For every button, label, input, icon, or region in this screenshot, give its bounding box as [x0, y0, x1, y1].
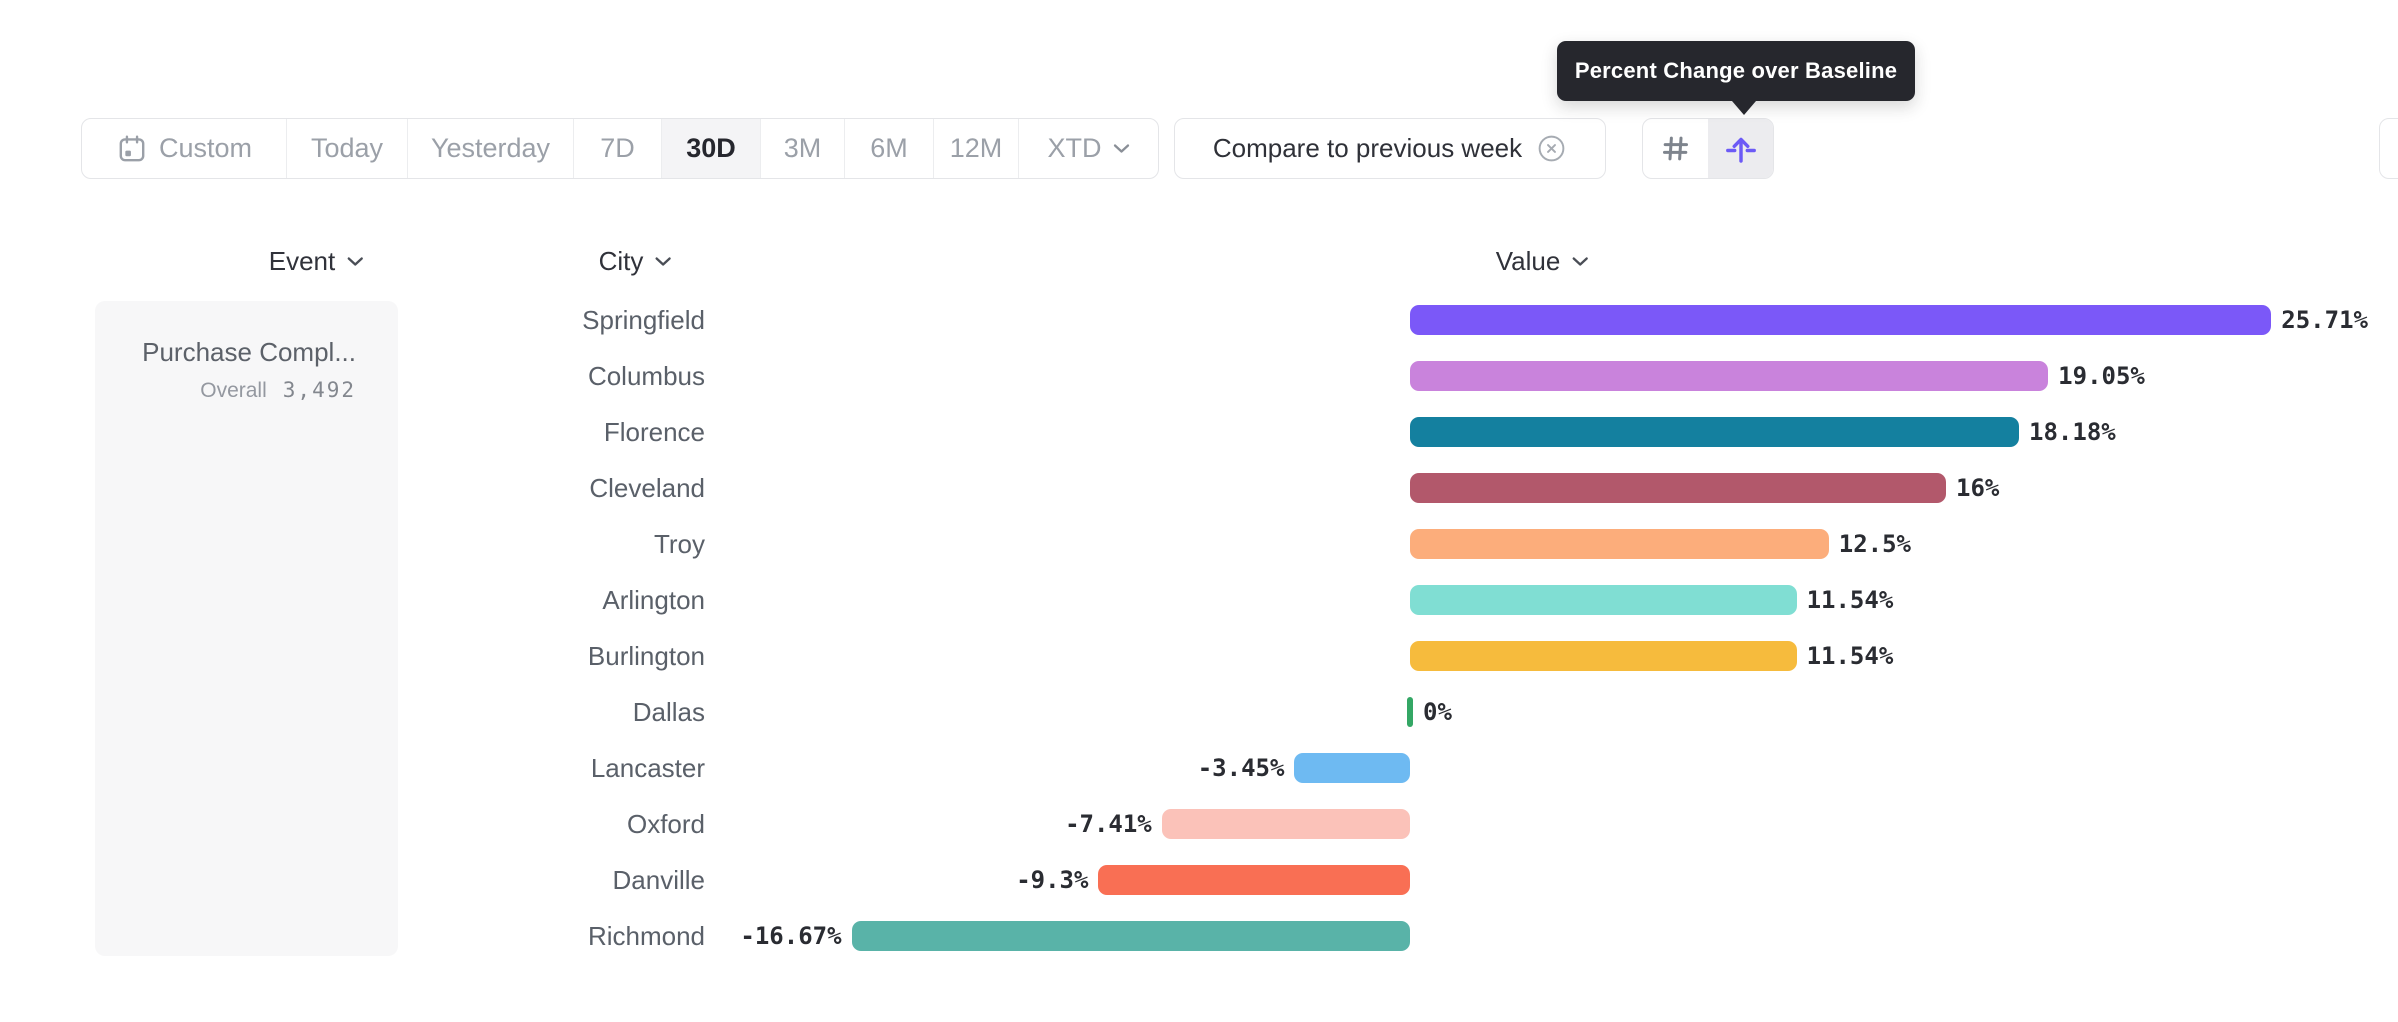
table-row: Richmond -16.67%: [0, 908, 2398, 964]
view-mode-toggle: [1642, 118, 1774, 179]
date-range-label: Today: [310, 133, 384, 163]
value-label: -3.45%: [1197, 754, 1285, 782]
table-row: Oxford -7.41%: [0, 796, 2398, 852]
circle-x-icon[interactable]: [1536, 133, 1567, 164]
date-range-3m[interactable]: 3M: [761, 119, 845, 178]
calendar-icon: [119, 135, 145, 161]
city-label: Florence: [603, 417, 705, 447]
table-row: Lancaster -3.45%: [0, 740, 2398, 796]
city-label: Cleveland: [589, 473, 705, 503]
date-range-label: 6M: [870, 133, 908, 163]
event-metric-value: 3,492: [282, 378, 356, 402]
column-header-label: City: [598, 246, 644, 276]
event-panel-text: Purchase Compl... Overall 3,492: [142, 337, 356, 403]
bar-springfield[interactable]: [1410, 305, 2272, 335]
value-label: -7.41%: [1065, 810, 1152, 838]
bar-troy[interactable]: [1410, 529, 1829, 559]
table-row: Troy 12.5%: [0, 516, 2398, 572]
table-row: Springfield 25.71%: [0, 292, 2398, 348]
date-range-6m[interactable]: 6M: [845, 119, 934, 178]
bar-cleveland[interactable]: [1410, 473, 1946, 503]
value-label: 19.05%: [2058, 362, 2145, 390]
value-label: 12.5%: [1838, 530, 1911, 558]
date-range-label: Custom: [158, 133, 253, 163]
numbers-view-button[interactable]: [1643, 119, 1708, 178]
bar-rows: Springfield 25.71% Columbus 19.05% Florence 1…: [0, 292, 2398, 972]
city-label: Dallas: [632, 697, 705, 727]
date-range-label: XTD: [1047, 133, 1102, 163]
column-header-label: Value: [1495, 246, 1561, 276]
date-range-label: 7D: [600, 133, 635, 163]
table-row: Columbus 19.05%: [0, 348, 2398, 404]
chevron-down-icon: [1113, 144, 1129, 153]
hash-icon: [1662, 136, 1689, 161]
city-label: Lancaster: [590, 753, 705, 783]
bar-oxford[interactable]: [1161, 809, 1410, 839]
city-label: Richmond: [587, 921, 705, 951]
event-name: Purchase Compl...: [142, 337, 356, 367]
value-label: 18.18%: [2029, 418, 2116, 446]
bar-dallas[interactable]: [1407, 697, 1413, 727]
date-range-7d[interactable]: 7D: [574, 119, 662, 178]
date-range-30d[interactable]: 30D: [662, 119, 761, 178]
table-row: Cleveland 16%: [0, 460, 2398, 516]
city-label: Columbus: [587, 361, 705, 391]
column-header-label: Event: [268, 246, 336, 276]
city-label: Springfield: [582, 305, 705, 335]
date-range-label: 30D: [686, 133, 736, 163]
chevron-down-icon: [655, 257, 671, 266]
value-label: -16.67%: [740, 922, 842, 950]
compare-chip-label: Compare to previous week: [1212, 133, 1523, 163]
event-metric-label: Overall: [200, 379, 267, 402]
date-range-group: Custom Today Yesterday 7D 30D 3M 6M 12M XTD: [81, 118, 1159, 179]
value-label: 16%: [1956, 474, 2000, 502]
table-row: Florence 18.18%: [0, 404, 2398, 460]
date-range-12m[interactable]: 12M: [934, 119, 1019, 178]
table-row: Danville -9.3%: [0, 852, 2398, 908]
date-range-label: 12M: [949, 133, 1003, 163]
compare-chip[interactable]: Compare to previous week: [1174, 118, 1606, 179]
column-header-value[interactable]: Value: [1496, 246, 1589, 277]
table-row: Burlington 11.54%: [0, 628, 2398, 684]
date-range-today[interactable]: Today: [287, 119, 408, 178]
city-label: Burlington: [587, 641, 705, 671]
chevron-down-icon: [347, 257, 363, 266]
chevron-down-icon: [1572, 257, 1588, 266]
bar-florence[interactable]: [1410, 417, 2020, 447]
percent-baseline-view-button[interactable]: [1708, 119, 1773, 178]
bar-richmond[interactable]: [851, 921, 1410, 951]
event-panel[interactable]: Purchase Compl... Overall 3,492: [95, 301, 398, 956]
bar-columbus[interactable]: [1410, 361, 2049, 391]
date-range-label: 3M: [783, 133, 822, 163]
column-header-city[interactable]: City: [599, 246, 672, 277]
value-label: 11.54%: [1806, 642, 1894, 670]
tooltip-text: Percent Change over Baseline: [1574, 58, 1898, 83]
bar-burlington[interactable]: [1410, 641, 1797, 671]
date-range-label: Yesterday: [430, 133, 551, 163]
table-row: Arlington 11.54%: [0, 572, 2398, 628]
date-range-custom[interactable]: Custom: [82, 119, 287, 178]
value-label: 11.54%: [1806, 586, 1894, 614]
bar-lancaster[interactable]: [1294, 753, 1410, 783]
city-label: Danville: [612, 865, 706, 895]
value-label: 25.71%: [2281, 306, 2368, 334]
tooltip-arrow: [1732, 101, 1756, 115]
right-edge-partial-button[interactable]: [2379, 118, 2398, 179]
arrow-up-baseline-icon: [1725, 137, 1756, 163]
table-row: Dallas 0%: [0, 684, 2398, 740]
city-label: Troy: [653, 529, 705, 559]
bar-arlington[interactable]: [1410, 585, 1797, 615]
value-label: -9.3%: [1016, 866, 1089, 894]
value-label: 0%: [1423, 698, 1452, 726]
city-label: Oxford: [626, 809, 705, 839]
tooltip-percent-change-over-baseline: Percent Change over Baseline: [1557, 41, 1915, 115]
date-range-yesterday[interactable]: Yesterday: [408, 119, 574, 178]
date-range-xtd[interactable]: XTD: [1019, 119, 1158, 178]
column-header-event[interactable]: Event: [269, 246, 364, 277]
city-label: Arlington: [602, 585, 705, 615]
bar-danville[interactable]: [1098, 865, 1410, 895]
